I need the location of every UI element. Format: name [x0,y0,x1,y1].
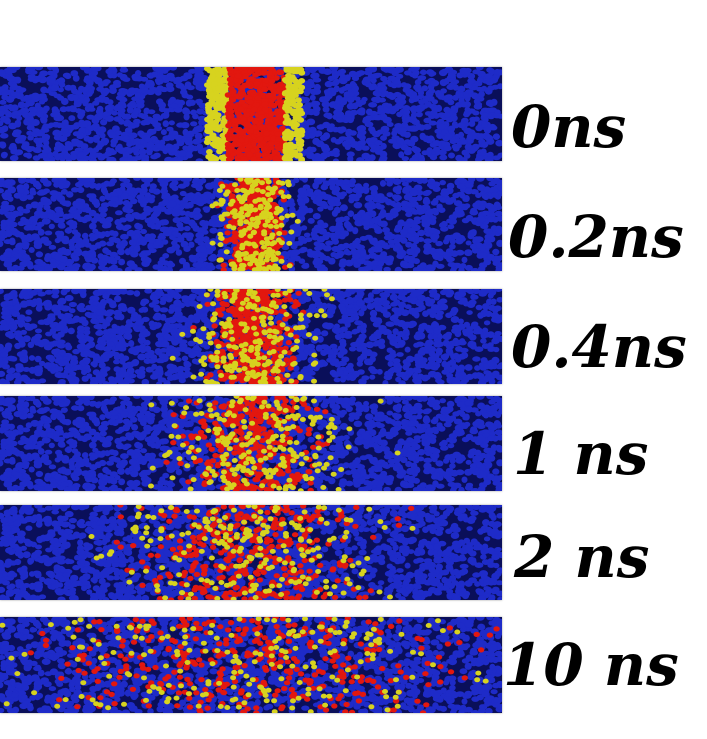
snapshot-0.2ns [0,178,502,271]
particle-slab-0ns [0,67,502,161]
particle-slab-10ns [0,617,502,713]
time-label-0.4ns: 0.4ns [511,313,687,381]
time-label-1ns: 1 ns [513,420,649,488]
snapshot-10ns [0,617,502,713]
particle-slab-0.2ns [0,178,502,271]
snapshot-0ns [0,67,502,161]
time-label-0ns: 0ns [511,93,627,161]
particle-slab-1ns [0,396,502,491]
snapshot-1ns [0,396,502,491]
time-label-2ns: 2 ns [514,523,650,591]
time-label-0.2ns: 0.2ns [508,203,684,271]
particle-slab-2ns [0,505,502,600]
particle-slab-0.4ns [0,289,502,384]
time-label-10ns: 10 ns [503,631,679,699]
snapshot-0.4ns [0,289,502,384]
snapshot-2ns [0,505,502,600]
